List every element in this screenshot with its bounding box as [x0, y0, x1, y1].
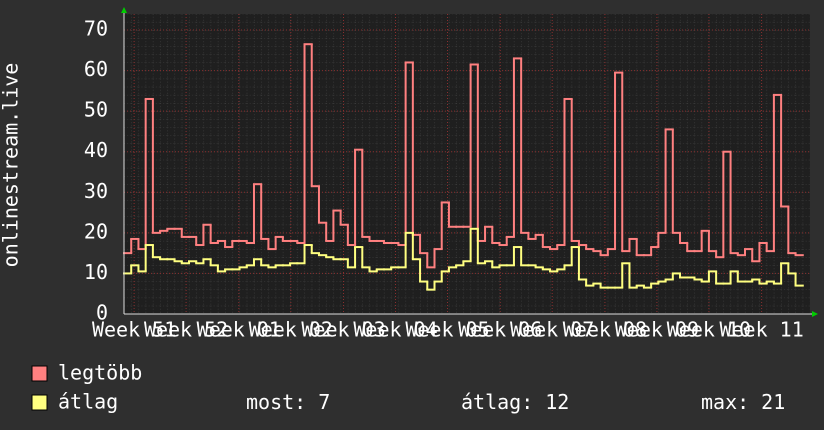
stat-value: 12 [545, 390, 569, 414]
y-tick-label: 40 [84, 138, 108, 162]
y-tick-label: 30 [84, 179, 108, 203]
y-tick-label: 50 [84, 98, 108, 122]
y-axis-label: onlinestream.live [0, 63, 23, 268]
x-tick-label: Week 01 [197, 318, 281, 342]
x-tick-label: Week 51 [92, 318, 176, 342]
y-tick-label: 20 [84, 219, 108, 243]
x-tick-label: Week 10 [667, 318, 751, 342]
x-tick-label: Week 03 [301, 318, 385, 342]
y-tick-label: 70 [84, 17, 108, 41]
legend-swatch [31, 365, 48, 382]
y-tick-label: 60 [84, 57, 108, 81]
x-tick-label: Week 07 [510, 318, 594, 342]
axis-arrow [812, 311, 818, 317]
y-tick-label: 0 [96, 301, 108, 325]
stat: max: 21 [701, 390, 785, 414]
x-tick-label: Week 08 [563, 318, 647, 342]
stat: átlag: 12 [461, 390, 569, 414]
stat-value: 21 [761, 390, 785, 414]
x-tick-label: Week 02 [249, 318, 333, 342]
stat-value: 7 [318, 390, 330, 414]
legend-swatch [31, 394, 48, 411]
legend-label: átlag [58, 390, 118, 414]
x-tick-label: Week 09 [615, 318, 699, 342]
legend-label: legtöbb [58, 361, 142, 385]
x-tick-label: Week 06 [458, 318, 542, 342]
stat-label: max: [701, 390, 749, 414]
x-tick-label: Week 11 [719, 318, 803, 342]
stat: most: 7 [246, 390, 330, 414]
x-tick-label: Week 04 [353, 318, 437, 342]
x-tick-label: Week 52 [144, 318, 228, 342]
axis-arrow [121, 7, 127, 13]
stat-label: most: [246, 390, 306, 414]
stat-label: átlag: [461, 390, 533, 414]
legend: legtöbb átlag most: 7 átlag: 12 max: 21 [31, 361, 785, 414]
x-tick-label: Week 05 [405, 318, 489, 342]
y-tick-label: 10 [84, 260, 108, 284]
